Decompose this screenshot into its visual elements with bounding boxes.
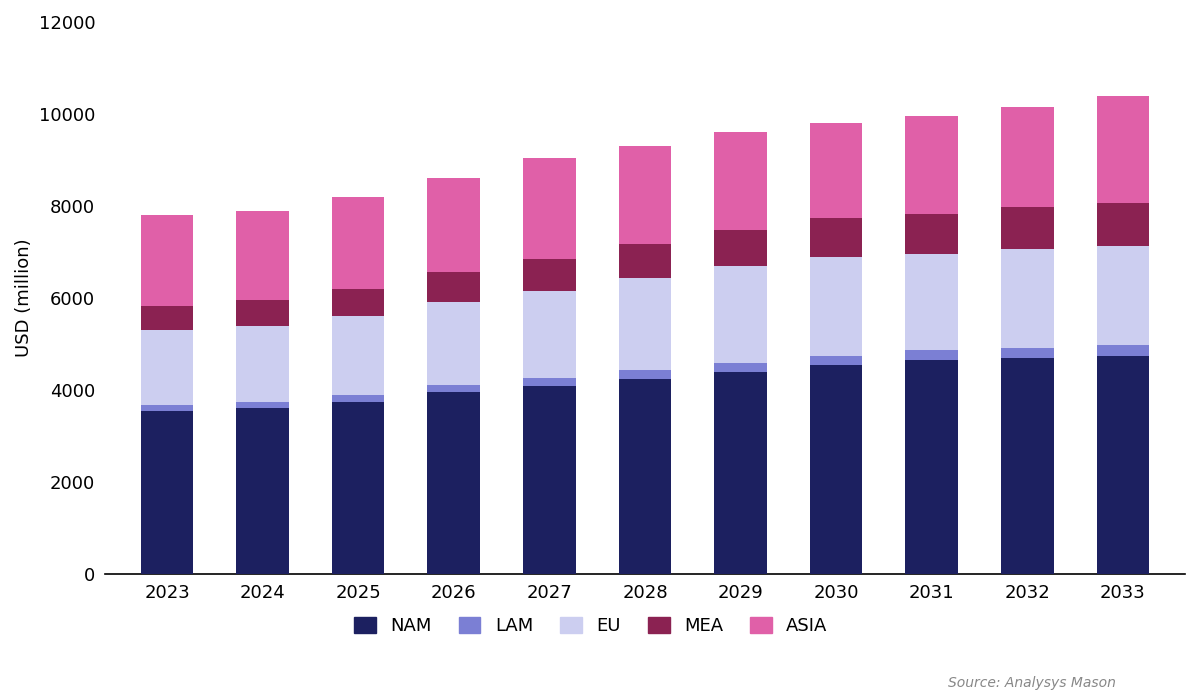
Bar (619, 370, 671, 378)
Bar (427, 302, 480, 385)
Bar (523, 158, 576, 259)
Bar (523, 291, 576, 378)
Bar (236, 402, 289, 408)
Bar (332, 197, 384, 289)
Bar (140, 411, 193, 574)
Bar (906, 116, 958, 214)
Bar (427, 273, 480, 302)
Bar (714, 266, 767, 363)
Bar (714, 363, 767, 372)
Bar (714, 372, 767, 574)
Bar (332, 395, 384, 401)
Bar (810, 365, 863, 574)
Bar (332, 401, 384, 574)
Bar (1097, 345, 1150, 355)
Bar (1001, 358, 1054, 574)
Bar (619, 278, 671, 370)
Bar (810, 123, 863, 218)
Bar (619, 244, 671, 278)
Bar (906, 214, 958, 254)
Bar (619, 378, 671, 574)
Bar (1001, 107, 1054, 208)
Bar (523, 259, 576, 291)
Bar (427, 178, 480, 273)
Bar (140, 330, 193, 405)
Bar (714, 132, 767, 230)
Bar (906, 351, 958, 360)
Bar (1001, 348, 1054, 358)
Bar (236, 408, 289, 574)
Bar (140, 215, 193, 306)
Bar (1097, 246, 1150, 345)
Bar (140, 306, 193, 330)
Bar (810, 218, 863, 256)
Bar (1001, 208, 1054, 249)
Bar (236, 210, 289, 300)
Text: Source: Analysys Mason: Source: Analysys Mason (948, 676, 1116, 690)
Bar (906, 254, 958, 351)
Bar (523, 378, 576, 386)
Bar (1097, 95, 1150, 203)
Bar (714, 230, 767, 266)
Legend: NAM, LAM, EU, MEA, ASIA: NAM, LAM, EU, MEA, ASIA (347, 610, 835, 643)
Bar (427, 392, 480, 574)
Bar (810, 256, 863, 355)
Bar (332, 316, 384, 395)
Bar (619, 146, 671, 244)
Bar (1097, 355, 1150, 574)
Bar (236, 326, 289, 402)
Bar (332, 289, 384, 316)
Y-axis label: USD (million): USD (million) (14, 239, 34, 358)
Bar (906, 360, 958, 574)
Bar (810, 355, 863, 365)
Bar (236, 300, 289, 326)
Bar (427, 385, 480, 392)
Bar (140, 405, 193, 411)
Bar (1097, 203, 1150, 246)
Bar (1001, 249, 1054, 348)
Bar (523, 386, 576, 574)
